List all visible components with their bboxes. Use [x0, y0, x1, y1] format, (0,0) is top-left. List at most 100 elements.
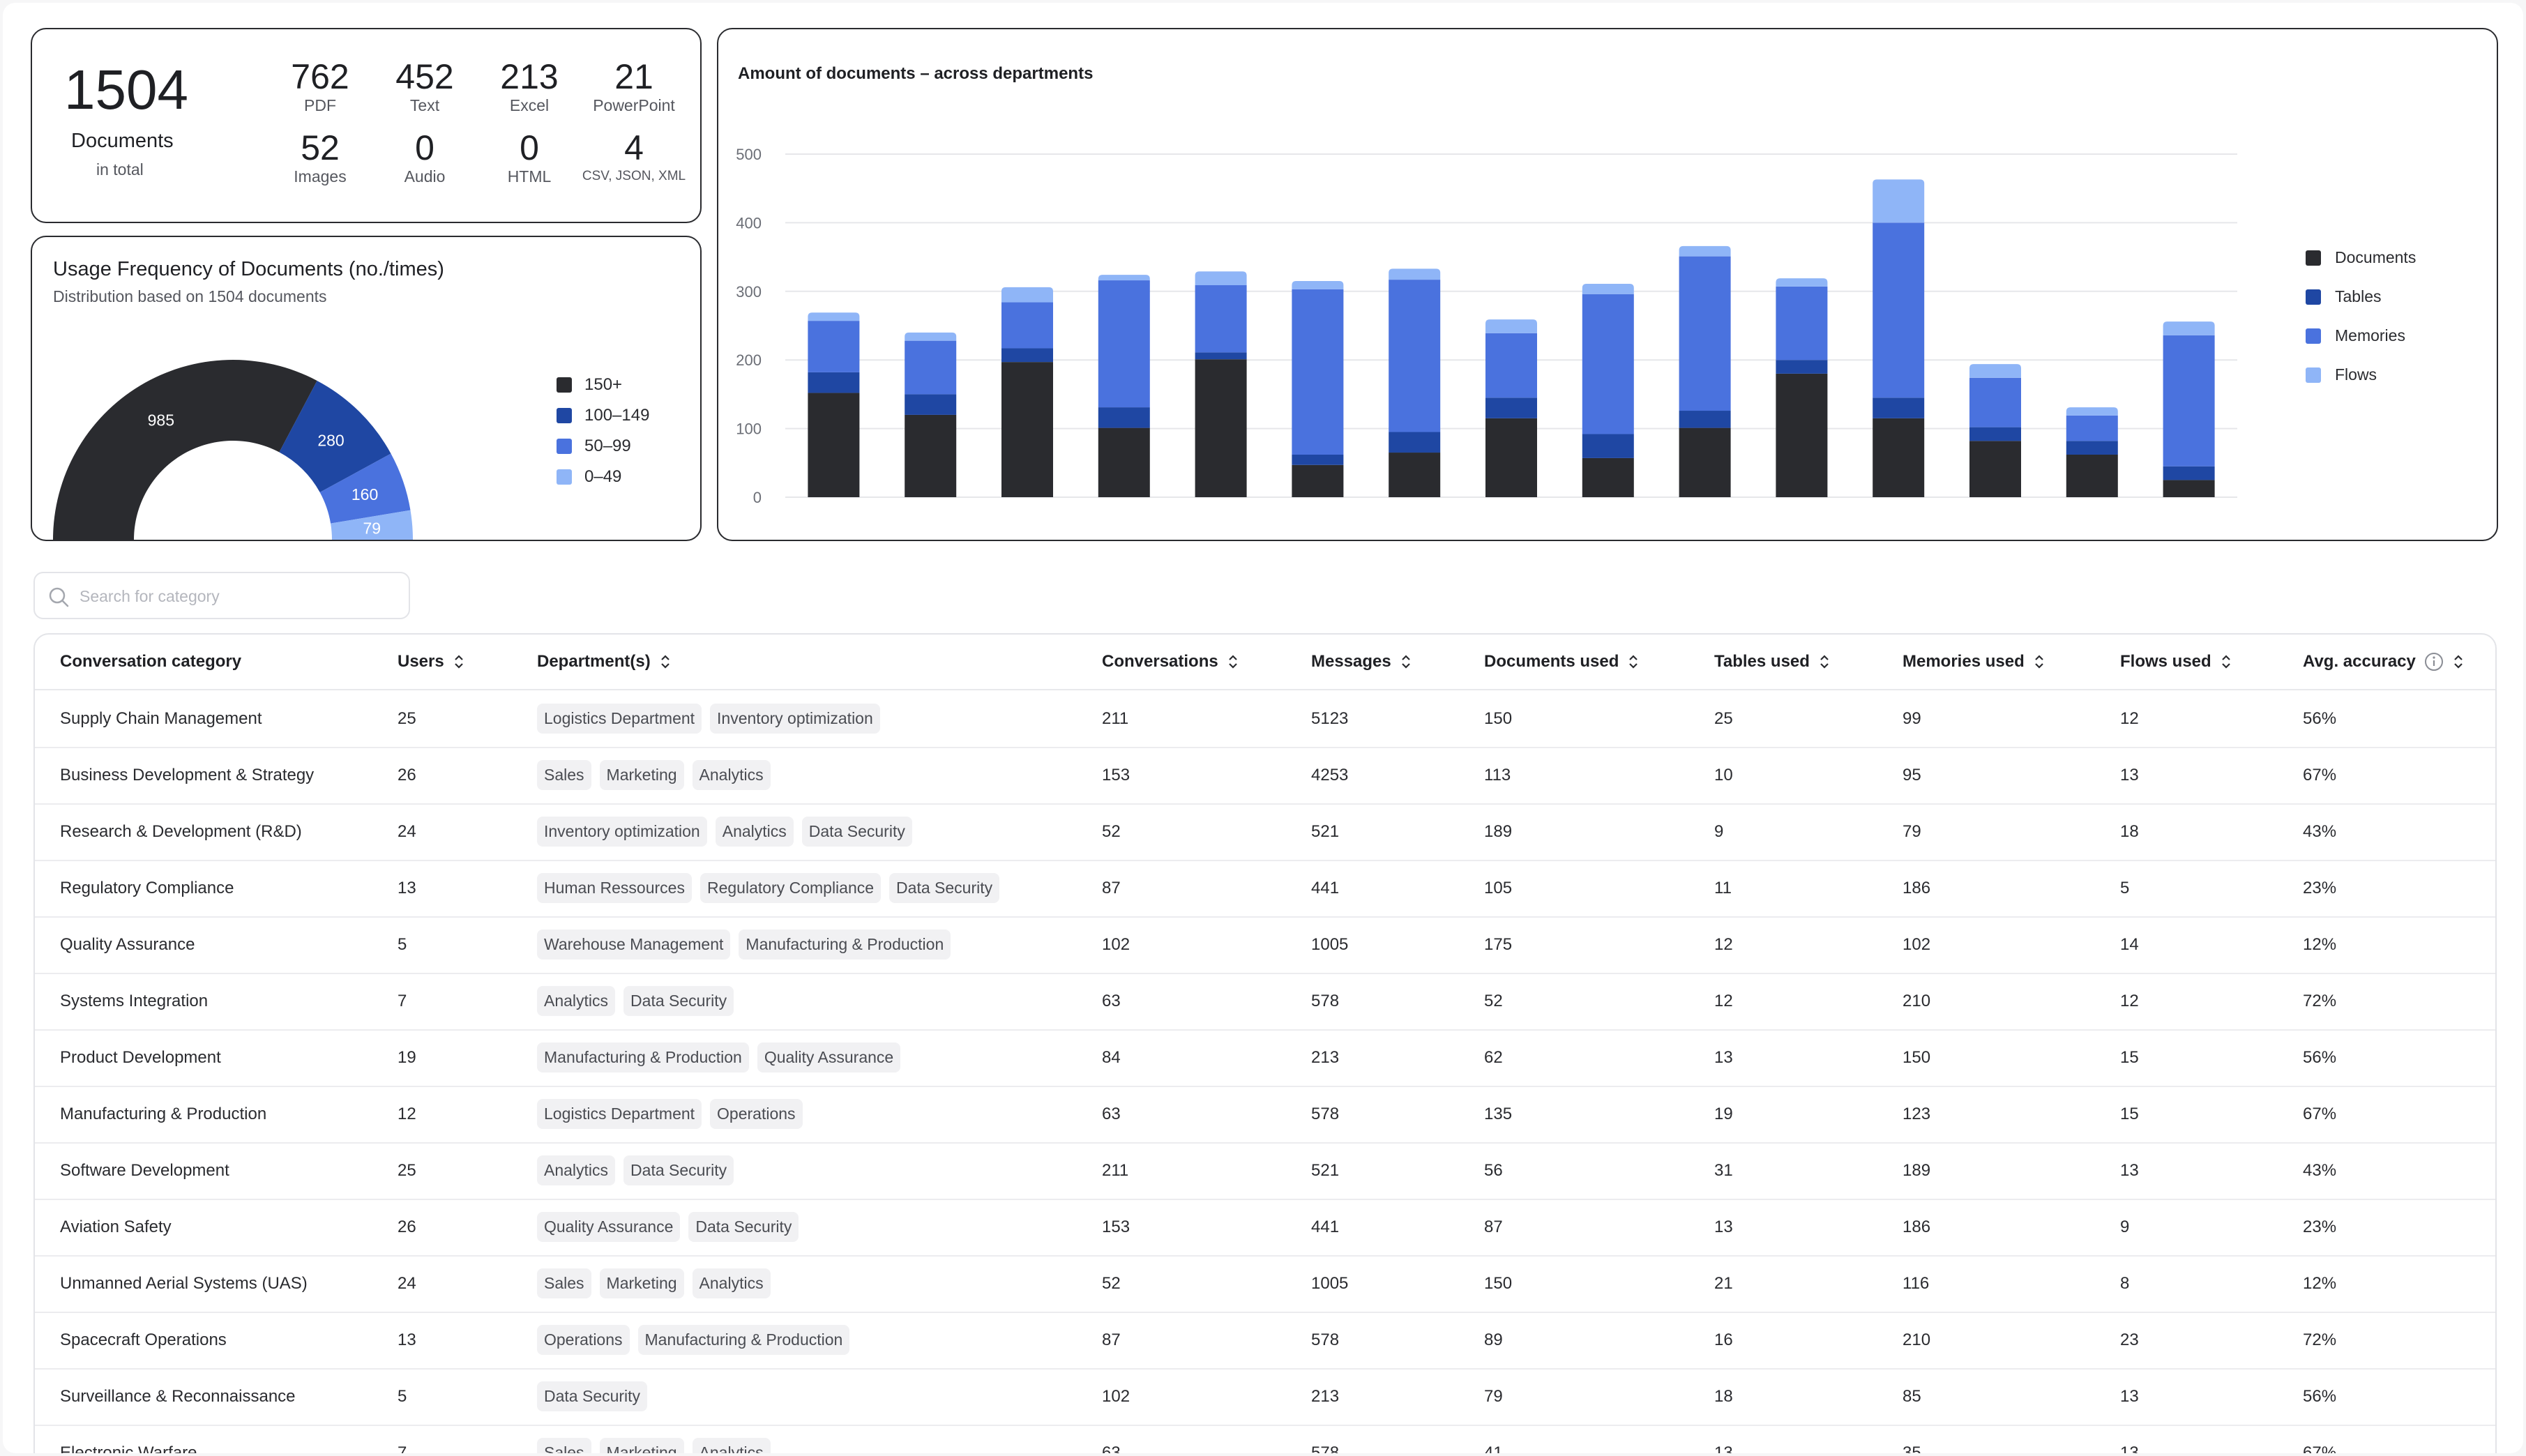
stat-label: Images [294, 167, 347, 185]
legend-label-flows: Flows [2335, 365, 2377, 384]
column-label: Tables used [1714, 652, 1810, 671]
department-tag[interactable]: Operations [710, 1099, 803, 1129]
department-tag[interactable]: Analytics [692, 1268, 771, 1298]
department-tag[interactable]: Inventory optimization [710, 704, 880, 734]
department-tag[interactable]: Inventory optimization [537, 817, 707, 847]
department-tag[interactable]: Data Security [801, 817, 912, 847]
department-tags: Analytics Data Security [537, 1155, 734, 1185]
table-row[interactable]: Manufacturing & Production 12 Logistics De… [35, 1086, 2495, 1144]
department-tag[interactable]: Manufacturing & Production [637, 1325, 850, 1355]
column-header-users[interactable]: Users [398, 635, 465, 689]
table-row[interactable]: Supply Chain Management 25 Logistics Depar… [35, 690, 2495, 748]
department-tag[interactable]: Data Security [623, 1155, 734, 1185]
table-row[interactable]: Product Development 19 Manufacturing & Pro… [35, 1029, 2495, 1087]
bar-flows-14 [2163, 321, 2215, 335]
department-tag[interactable]: Data Security [688, 1212, 799, 1242]
sort-icon[interactable] [453, 653, 465, 671]
sort-icon[interactable] [1400, 653, 1412, 671]
cell-category: Unmanned Aerial Systems (UAS) [60, 1273, 308, 1293]
department-tag[interactable]: Analytics [692, 1438, 771, 1453]
cell-departments: Analytics Data Security [537, 973, 734, 1029]
cell-users: 7 [398, 1443, 407, 1454]
department-tag[interactable]: Marketing [599, 1268, 684, 1298]
sort-icon[interactable] [1227, 653, 1239, 671]
column-header-documents-used[interactable]: Documents used [1484, 635, 1640, 689]
sort-icon[interactable] [2033, 653, 2045, 671]
table-row[interactable]: Unmanned Aerial Systems (UAS) 24 Sales Mark… [35, 1255, 2495, 1313]
column-label: Department(s) [537, 652, 651, 671]
bar-flows-1 [905, 332, 957, 341]
cell-conversations: 52 [1102, 1273, 1121, 1293]
cell-messages: 213 [1311, 1386, 1340, 1406]
column-header-conversations[interactable]: Conversations [1102, 635, 1239, 689]
department-tag[interactable]: Analytics [715, 817, 794, 847]
column-header-messages[interactable]: Messages [1311, 635, 1412, 689]
documents-stats-card: 1504 Documents in total 762 PDF 452 Text… [31, 28, 702, 223]
department-tag[interactable]: Analytics [537, 1155, 616, 1185]
department-tag[interactable]: Warehouse Management [537, 930, 731, 960]
table-row[interactable]: Business Development & Strategy 26 Sales Ma… [35, 747, 2495, 805]
department-tag[interactable]: Marketing [599, 760, 684, 790]
department-tag[interactable]: Sales [537, 760, 591, 790]
department-tag[interactable]: Data Security [889, 873, 1000, 903]
table-row[interactable]: Research & Development (R&D) 24 Inventory … [35, 803, 2495, 861]
department-tag[interactable]: Analytics [692, 760, 771, 790]
cell-departments: Warehouse Management Manufacturing & Prod… [537, 916, 951, 973]
stat-audio: 0 Audio [372, 128, 477, 185]
column-header-memories-used[interactable]: Memories used [1903, 635, 2045, 689]
table-row[interactable]: Software Development 25 Analytics Data Secu… [35, 1142, 2495, 1200]
department-tag[interactable]: Data Security [623, 986, 734, 1016]
sort-icon[interactable] [2220, 653, 2232, 671]
department-tag[interactable]: Operations [537, 1325, 630, 1355]
legend-swatch-tables [2306, 289, 2321, 305]
table-row[interactable]: Surveillance & Reconnaissance 5 Data Secur… [35, 1368, 2495, 1426]
cell-users: 26 [398, 1217, 416, 1236]
department-tags: Data Security [537, 1381, 648, 1411]
cell-tables: 13 [1714, 1217, 1733, 1236]
department-tag[interactable]: Regulatory Compliance [699, 873, 882, 903]
department-tag[interactable]: Logistics Department [537, 1099, 702, 1129]
cell-documents: 52 [1484, 991, 1503, 1010]
bar-memories-5 [1292, 289, 1344, 455]
cell-accuracy: 43% [2303, 1160, 2337, 1180]
department-tag[interactable]: Manufacturing & Production [537, 1042, 749, 1072]
department-tag[interactable]: Data Security [537, 1381, 648, 1411]
department-tag[interactable]: Human Ressources [537, 873, 692, 903]
legend-label: 100–149 [584, 406, 650, 425]
table-row[interactable]: Systems Integration 7 Analytics Data Securi… [35, 973, 2495, 1031]
cell-flows: 15 [2120, 1104, 2139, 1123]
department-tags: Human Ressources Regulatory Compliance Dat… [537, 873, 1000, 903]
category-search[interactable] [33, 572, 410, 619]
sort-icon[interactable] [1818, 653, 1831, 671]
table-row[interactable]: Spacecraft Operations 13 Operations Manufac… [35, 1312, 2495, 1370]
column-header-category[interactable]: Conversation category [60, 635, 241, 689]
sort-icon[interactable] [2452, 653, 2465, 671]
search-input[interactable] [78, 582, 402, 611]
department-tag[interactable]: Marketing [599, 1438, 684, 1453]
table-row[interactable]: Regulatory Compliance 13 Human Ressources R… [35, 860, 2495, 918]
bar-memories-4 [1195, 285, 1247, 353]
department-tag[interactable]: Manufacturing & Production [739, 930, 951, 960]
column-header-tables-used[interactable]: Tables used [1714, 635, 1831, 689]
table-row[interactable]: Electronic Warfare 7 Sales Marketing Analyti… [35, 1425, 2495, 1453]
y-tick-label: 0 [753, 489, 762, 506]
column-header-departments[interactable]: Department(s) [537, 635, 672, 689]
department-tag[interactable]: Quality Assurance [757, 1042, 901, 1072]
cell-departments: Data Security [537, 1368, 648, 1425]
department-tag[interactable]: Sales [537, 1438, 591, 1453]
department-tag[interactable]: Logistics Department [537, 704, 702, 734]
sort-icon[interactable] [659, 653, 672, 671]
bar-documents-13 [2066, 454, 2118, 497]
cell-flows: 23 [2120, 1330, 2139, 1349]
department-tag[interactable]: Analytics [537, 986, 616, 1016]
table-row[interactable]: Aviation Safety 26 Quality Assurance Data S… [35, 1199, 2495, 1257]
column-header-avg-accuracy[interactable]: Avg. accuracy [2303, 635, 2465, 689]
department-tag[interactable]: Quality Assurance [537, 1212, 681, 1242]
info-icon[interactable] [2424, 652, 2444, 672]
column-header-flows-used[interactable]: Flows used [2120, 635, 2232, 689]
sort-icon[interactable] [1627, 653, 1640, 671]
cell-flows: 13 [2120, 1160, 2139, 1180]
cell-documents: 175 [1484, 934, 1513, 954]
table-row[interactable]: Quality Assurance 5 Warehouse Management Ma… [35, 916, 2495, 974]
department-tag[interactable]: Sales [537, 1268, 591, 1298]
